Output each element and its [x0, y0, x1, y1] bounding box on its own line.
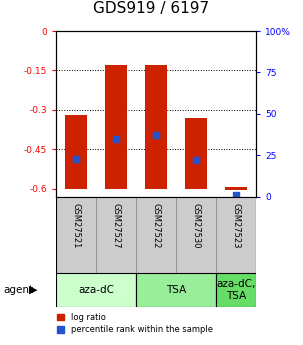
- Text: GSM27521: GSM27521: [72, 203, 81, 248]
- Bar: [65, 115, 87, 189]
- Bar: [225, 187, 247, 190]
- Text: ▶: ▶: [29, 285, 37, 295]
- Bar: [105, 65, 127, 189]
- Bar: [56, 197, 96, 273]
- Text: aza-dC: aza-dC: [78, 285, 114, 295]
- Text: GSM27530: GSM27530: [191, 203, 201, 248]
- Text: GSM27527: GSM27527: [112, 203, 121, 248]
- Point: [234, 192, 238, 198]
- Point: [114, 136, 118, 141]
- Text: GSM27523: GSM27523: [231, 203, 241, 248]
- Legend: log ratio, percentile rank within the sample: log ratio, percentile rank within the sa…: [56, 311, 215, 336]
- Bar: [136, 197, 176, 273]
- Bar: [216, 197, 256, 273]
- Text: GDS919 / 6197: GDS919 / 6197: [93, 1, 210, 16]
- Bar: [185, 118, 207, 189]
- Point: [74, 156, 78, 161]
- Text: aza-dC,
TSA: aza-dC, TSA: [216, 279, 256, 300]
- Bar: [145, 65, 167, 189]
- Bar: [56, 273, 136, 307]
- Bar: [136, 273, 216, 307]
- Bar: [216, 273, 256, 307]
- Point: [154, 132, 158, 138]
- Text: agent: agent: [3, 285, 33, 295]
- Text: GSM27522: GSM27522: [152, 203, 161, 248]
- Point: [194, 157, 198, 163]
- Bar: [96, 197, 136, 273]
- Bar: [176, 197, 216, 273]
- Text: TSA: TSA: [166, 285, 186, 295]
